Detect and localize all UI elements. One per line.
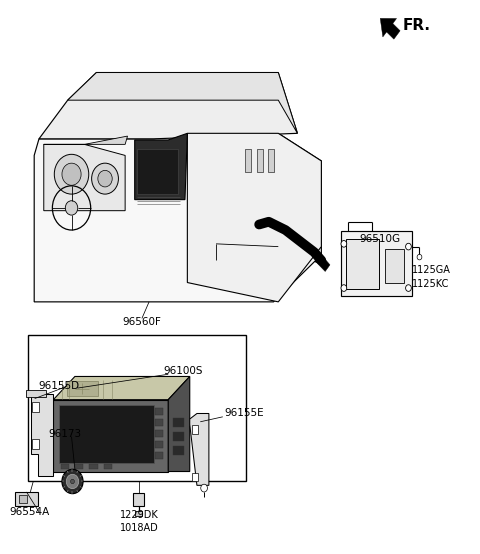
Bar xyxy=(32,439,39,449)
Polygon shape xyxy=(168,377,190,471)
Bar xyxy=(155,419,163,426)
Circle shape xyxy=(71,479,74,484)
Circle shape xyxy=(417,254,422,260)
Polygon shape xyxy=(68,73,298,134)
Polygon shape xyxy=(44,136,128,145)
Bar xyxy=(245,149,252,172)
Circle shape xyxy=(54,155,89,194)
Bar xyxy=(172,432,184,441)
Circle shape xyxy=(98,170,112,187)
Polygon shape xyxy=(380,18,400,39)
Polygon shape xyxy=(44,145,125,211)
Polygon shape xyxy=(53,377,190,399)
Bar xyxy=(60,464,69,469)
Circle shape xyxy=(62,469,83,494)
Text: 96100S: 96100S xyxy=(163,366,203,376)
Bar xyxy=(133,493,144,506)
Bar xyxy=(89,464,98,469)
Circle shape xyxy=(66,474,79,489)
Bar xyxy=(28,335,246,481)
Circle shape xyxy=(341,240,347,247)
Circle shape xyxy=(406,285,411,291)
Polygon shape xyxy=(135,134,187,199)
Polygon shape xyxy=(26,389,46,397)
Circle shape xyxy=(62,163,81,185)
Circle shape xyxy=(92,163,119,194)
Polygon shape xyxy=(34,134,322,302)
Bar xyxy=(32,402,39,412)
Polygon shape xyxy=(39,73,298,139)
Bar xyxy=(257,149,264,172)
Circle shape xyxy=(201,484,207,492)
Bar xyxy=(19,495,27,503)
Text: 96155D: 96155D xyxy=(38,381,79,392)
Polygon shape xyxy=(53,399,168,471)
Polygon shape xyxy=(187,134,322,302)
Bar xyxy=(172,418,184,427)
Text: 1229DK
1018AD: 1229DK 1018AD xyxy=(120,510,159,533)
Text: 96173: 96173 xyxy=(48,429,82,439)
Text: FR.: FR. xyxy=(403,18,431,33)
Bar xyxy=(67,381,98,396)
Bar xyxy=(59,404,154,463)
Text: 1125GA
1125KC: 1125GA 1125KC xyxy=(412,265,451,289)
Bar xyxy=(155,408,163,415)
Text: 96155E: 96155E xyxy=(225,408,264,418)
Polygon shape xyxy=(31,394,53,476)
Bar xyxy=(172,446,184,455)
Bar xyxy=(340,231,412,296)
Bar xyxy=(192,473,198,481)
Circle shape xyxy=(65,201,78,215)
Bar xyxy=(104,464,112,469)
Polygon shape xyxy=(317,256,330,271)
Polygon shape xyxy=(190,413,209,485)
Circle shape xyxy=(406,243,411,250)
Text: 96554A: 96554A xyxy=(9,507,49,517)
Bar xyxy=(155,441,163,448)
Bar xyxy=(155,452,163,459)
Circle shape xyxy=(341,285,347,291)
Bar xyxy=(137,149,178,194)
Bar xyxy=(192,424,198,434)
Bar xyxy=(268,149,275,172)
Bar xyxy=(385,249,404,283)
Text: 96560F: 96560F xyxy=(122,317,161,327)
Bar xyxy=(135,511,143,516)
Bar xyxy=(346,239,379,289)
Bar xyxy=(15,492,38,506)
Bar xyxy=(75,464,84,469)
Text: 96510G: 96510G xyxy=(360,234,401,244)
Bar xyxy=(155,430,163,437)
